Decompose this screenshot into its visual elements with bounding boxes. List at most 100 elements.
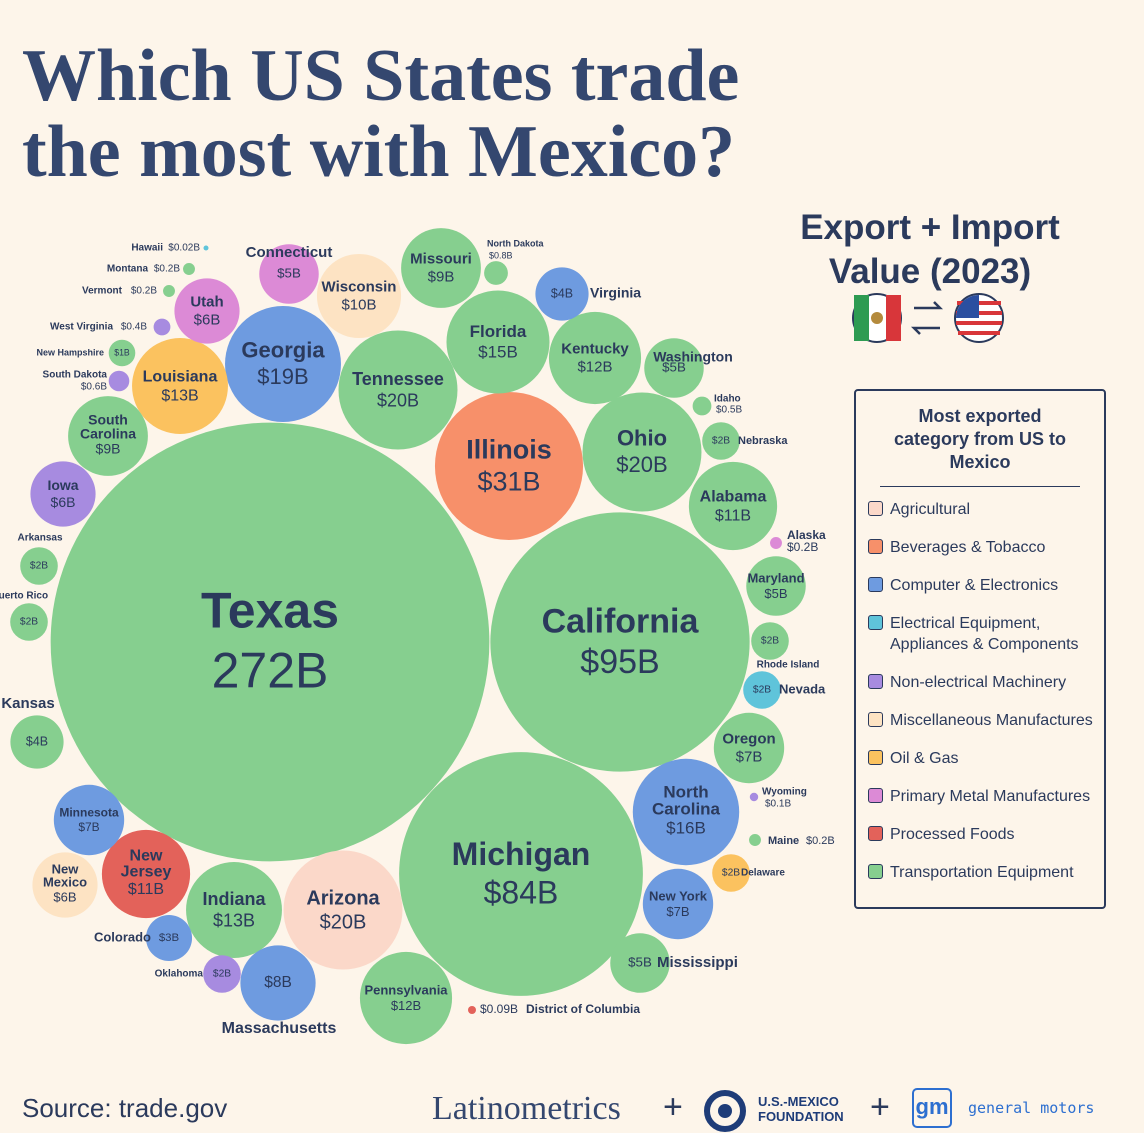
state-value: $0.5B <box>716 405 742 416</box>
state-value: $0.6B <box>81 382 107 393</box>
state-name: New York <box>649 888 708 903</box>
bubble <box>259 244 319 304</box>
state-value: $13B <box>213 910 255 930</box>
legend-label: Processed Foods <box>890 826 1015 843</box>
legend-label: Computer & Electronics <box>890 577 1059 594</box>
state-value: $20B <box>616 452 667 477</box>
state-name: Iowa <box>47 477 78 493</box>
state-name: Indiana <box>202 889 266 909</box>
state-name: Texas <box>201 583 339 639</box>
state-name: Oregon <box>722 731 775 748</box>
legend-item: Processed Foods <box>868 824 1094 845</box>
bubble <box>713 712 785 784</box>
bubble <box>108 339 136 367</box>
state-name: New Mexico <box>43 862 87 890</box>
state-name: North Dakota <box>487 238 544 248</box>
legend-label: Oil & Gas <box>890 750 959 767</box>
state-value: $84B <box>484 874 559 910</box>
legend-item: Non-electrical Machinery <box>868 672 1094 693</box>
state-name: Nebraska <box>738 435 788 447</box>
state-value: $9B <box>96 441 121 457</box>
legend-title: Most exported category from US to Mexico <box>880 405 1080 487</box>
legend-label: Electrical Equipment, Appliances & Compo… <box>890 615 1079 653</box>
bubble <box>316 253 402 339</box>
logo-gm-text: general motors <box>968 1099 1095 1117</box>
bubble <box>399 752 643 996</box>
state-name: Kentucky <box>561 341 629 358</box>
bubble <box>145 914 193 962</box>
bubble <box>20 547 58 585</box>
logo-gm: gm <box>912 1088 952 1128</box>
state-name: Idaho <box>714 394 741 405</box>
state-name: Rhode Island <box>757 660 820 671</box>
bubble <box>746 556 806 616</box>
state-name: Kansas <box>1 695 54 712</box>
foundation-icon <box>704 1090 746 1132</box>
bubble <box>283 850 403 970</box>
state-name: South Carolina <box>80 411 136 441</box>
state-name: Louisiana <box>143 368 218 385</box>
bubble <box>401 228 481 308</box>
state-value: $0.4B <box>121 322 147 333</box>
legend-swatch <box>868 501 883 516</box>
bubble <box>186 862 282 958</box>
legend-item: Oil & Gas <box>868 748 1094 769</box>
state-name: Illinois <box>466 434 552 464</box>
state-value: $2B <box>20 617 38 628</box>
legend-label: Miscellaneous Manufactures <box>890 712 1093 729</box>
bubble <box>749 792 759 802</box>
bubble <box>338 330 458 450</box>
state-value: $0.2B <box>154 264 180 275</box>
state-name: Arizona <box>306 887 380 909</box>
state-value: $20B <box>320 911 367 933</box>
state-value: $2B <box>722 868 740 879</box>
bubble <box>225 306 341 422</box>
bubble <box>535 267 589 321</box>
state-name: Maryland <box>747 570 804 585</box>
legend-swatch <box>868 674 883 689</box>
bubble <box>183 263 195 275</box>
state-value: $5B <box>628 955 652 970</box>
flags <box>852 293 1004 343</box>
bubble <box>751 622 789 660</box>
state-name: Alaska <box>787 528 826 542</box>
state-value: $2B <box>761 636 779 647</box>
state-value: $4B <box>26 734 48 748</box>
state-name: Washington <box>653 349 733 365</box>
bubble <box>203 955 241 993</box>
state-value: $95B <box>580 643 659 681</box>
state-value: 272B <box>212 643 329 699</box>
legend-label: Non-electrical Machinery <box>890 674 1067 691</box>
bubble <box>32 852 98 918</box>
bubble <box>688 461 778 551</box>
bubble <box>702 422 740 460</box>
state-value: $0.09B <box>480 1002 518 1016</box>
bubble <box>642 868 714 940</box>
state-name: Michigan <box>452 836 591 872</box>
state-value: $6B <box>194 312 221 329</box>
state-name: District of Columbia <box>526 1002 640 1016</box>
legend-label: Primary Metal Manufactures <box>890 788 1091 805</box>
bubble <box>68 396 148 476</box>
state-value: $0.2B <box>131 286 157 297</box>
legend-swatch <box>868 712 883 727</box>
bubble <box>240 945 316 1021</box>
bubble <box>749 834 761 846</box>
state-value: $11B <box>715 508 751 525</box>
state-name: Wyoming <box>762 787 807 798</box>
legend-item: Computer & Electronics <box>868 575 1094 596</box>
bubble <box>692 396 712 416</box>
bubble <box>610 933 670 993</box>
state-name: Georgia <box>241 338 325 363</box>
state-name: Arkansas <box>17 533 62 544</box>
state-value: $3B <box>159 932 180 944</box>
state-name: Connecticut <box>246 244 333 261</box>
legend-items: Agricultural Beverages & Tobacco Computer … <box>868 499 1094 883</box>
bubble <box>174 278 240 344</box>
state-name: Virginia <box>590 285 641 301</box>
state-name: South Dakota <box>43 370 108 381</box>
legend-label: Transportation Equipment <box>890 864 1074 881</box>
state-value: $9B <box>428 269 455 286</box>
bubble <box>770 537 782 549</box>
